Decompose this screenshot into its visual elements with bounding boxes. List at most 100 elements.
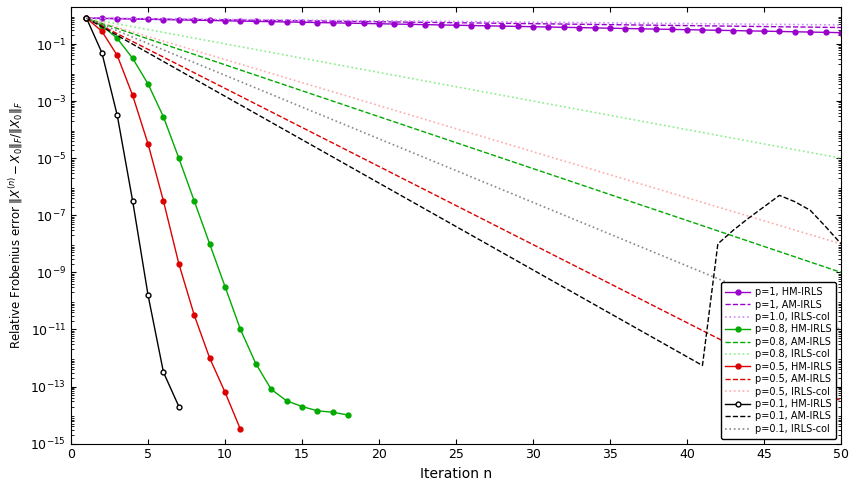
p=1.0, IRLS-col [343, 18, 354, 23]
p=0.5, IRLS-col [205, 52, 215, 58]
p=0.8, AM-IRLS [97, 20, 107, 26]
p=0.1, AM-IRLS [189, 76, 199, 82]
p=0.5, HM-IRLS [205, 355, 215, 361]
p=0.5, IRLS-col [112, 24, 122, 30]
p=0.1, IRLS-col [189, 60, 199, 65]
p=0.8, AM-IRLS [713, 228, 723, 234]
p=0.1, AM-IRLS [297, 137, 307, 142]
p=0.8, IRLS-col [528, 98, 538, 104]
p=0.8, AM-IRLS [636, 202, 646, 208]
p=1, AM-IRLS [605, 21, 615, 27]
p=0.5, AM-IRLS [359, 156, 369, 162]
p=1, HM-IRLS [343, 20, 354, 26]
p=0.8, AM-IRLS [698, 223, 708, 228]
p=1.0, IRLS-col [451, 19, 461, 24]
p=0.8, IRLS-col [266, 49, 276, 55]
p=0.5, AM-IRLS [189, 70, 199, 76]
p=0.5, AM-IRLS [158, 54, 169, 60]
p=0.8, AM-IRLS [667, 212, 677, 218]
p=0.1, IRLS-col [467, 174, 477, 180]
p=0.5, IRLS-col [143, 34, 153, 40]
p=0.5, IRLS-col [651, 185, 662, 191]
p=0.8, IRLS-col [436, 81, 446, 87]
p=1, HM-IRLS [698, 27, 708, 33]
p=0.8, HM-IRLS [297, 404, 307, 409]
p=0.8, IRLS-col [189, 35, 199, 41]
p=0.1, AM-IRLS [651, 337, 662, 343]
p=0.8, HM-IRLS [251, 361, 261, 366]
p=1, AM-IRLS [621, 22, 631, 28]
p=0.5, AM-IRLS [389, 171, 400, 177]
p=0.5, AM-IRLS [605, 281, 615, 286]
p=0.8, IRLS-col [790, 147, 800, 153]
p=1, AM-IRLS [97, 15, 107, 21]
p=1, HM-IRLS [81, 15, 92, 21]
p=0.8, HM-IRLS [158, 114, 169, 120]
p=0.8, IRLS-col [559, 104, 569, 110]
p=0.5, IRLS-col [374, 102, 384, 108]
p=0.1, IRLS-col [759, 295, 770, 301]
p=0.8, IRLS-col [621, 115, 631, 121]
p=0.8, AM-IRLS [482, 150, 492, 156]
p=0.1, AM-IRLS [359, 171, 369, 177]
p=0.5, AM-IRLS [282, 117, 292, 122]
p=1, AM-IRLS [513, 20, 523, 26]
p=0.8, IRLS-col [574, 107, 585, 113]
p=0.1, IRLS-col [97, 21, 107, 27]
p=0.1, AM-IRLS [605, 310, 615, 316]
p=0.8, IRLS-col [636, 118, 646, 124]
p=1, AM-IRLS [467, 20, 477, 26]
p=1.0, IRLS-col [143, 16, 153, 21]
p=0.8, IRLS-col [805, 150, 816, 156]
p=1.0, IRLS-col [805, 22, 816, 28]
p=0.8, AM-IRLS [328, 98, 338, 104]
p=0.8, IRLS-col [297, 55, 307, 61]
p=0.8, IRLS-col [420, 78, 431, 84]
p=0.5, AM-IRLS [698, 327, 708, 333]
p=1.0, IRLS-col [698, 21, 708, 27]
p=0.5, AM-IRLS [266, 109, 276, 115]
p=1, HM-IRLS [389, 21, 400, 27]
p=0.8, AM-IRLS [682, 218, 693, 224]
p=0.8, AM-IRLS [359, 109, 369, 115]
p=1, HM-IRLS [374, 21, 384, 27]
p=0.8, IRLS-col [775, 144, 785, 150]
p=1, HM-IRLS [112, 16, 122, 21]
p=0.1, HM-IRLS [112, 113, 122, 119]
p=0.1, AM-IRLS [343, 163, 354, 169]
p=0.8, AM-IRLS [297, 88, 307, 94]
p=0.1, HM-IRLS [128, 198, 138, 204]
p=0.5, AM-IRLS [328, 140, 338, 146]
p=1.0, IRLS-col [528, 19, 538, 25]
p=0.1, IRLS-col [220, 72, 230, 78]
p=0.1, IRLS-col [297, 104, 307, 110]
p=0.5, IRLS-col [220, 57, 230, 62]
p=1, AM-IRLS [590, 21, 600, 27]
p=1, HM-IRLS [759, 28, 770, 34]
p=0.8, AM-IRLS [528, 166, 538, 172]
p=0.8, IRLS-col [544, 101, 554, 107]
p=0.5, AM-IRLS [513, 234, 523, 240]
p=0.8, HM-IRLS [189, 198, 199, 204]
p=0.8, AM-IRLS [805, 259, 816, 265]
p=0.5, IRLS-col [420, 117, 431, 122]
p=1, AM-IRLS [559, 21, 569, 27]
p=0.8, IRLS-col [744, 138, 754, 144]
p=0.1, AM-IRLS [143, 50, 153, 56]
p=0.5, IRLS-col [590, 167, 600, 173]
p=0.1, AM-IRLS [174, 67, 184, 73]
p=0.5, AM-IRLS [775, 366, 785, 372]
p=0.1, AM-IRLS [528, 267, 538, 273]
p=0.5, IRLS-col [158, 38, 169, 44]
p=0.5, IRLS-col [821, 236, 831, 242]
p=0.1, AM-IRLS [682, 354, 693, 360]
p=0.1, IRLS-col [266, 91, 276, 97]
p=1, HM-IRLS [328, 20, 338, 26]
p=0.1, IRLS-col [158, 47, 169, 53]
p=0.5, IRLS-col [251, 66, 261, 72]
p=0.5, AM-IRLS [559, 257, 569, 263]
Line: p=0.5, IRLS-col: p=0.5, IRLS-col [86, 18, 841, 244]
p=0.1, AM-IRLS [574, 293, 585, 299]
p=0.5, IRLS-col [559, 158, 569, 164]
p=0.5, AM-IRLS [251, 101, 261, 107]
